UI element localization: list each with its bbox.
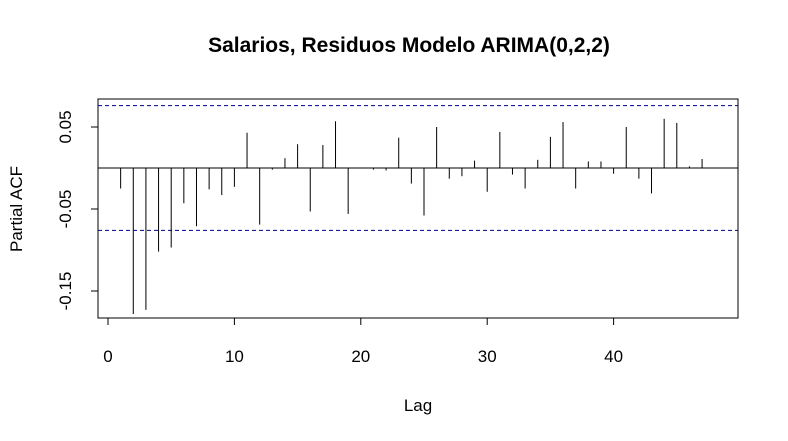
x-axis: 0 10 20 30 40 bbox=[103, 317, 623, 366]
y-tick-label-2: 0.05 bbox=[56, 110, 75, 143]
x-tick-label-30: 30 bbox=[478, 347, 497, 366]
x-tick-label-40: 40 bbox=[604, 347, 623, 366]
y-tick-label-1: -0.05 bbox=[56, 190, 75, 229]
y-tick-label-0: -0.15 bbox=[56, 272, 75, 311]
plot-frame bbox=[97, 98, 739, 319]
x-tick-label-0: 0 bbox=[103, 347, 112, 366]
x-tick-label-10: 10 bbox=[225, 347, 244, 366]
y-axis-label: Partial ACF bbox=[7, 166, 26, 252]
chart-title: Salarios, Residuos Modelo ARIMA(0,2,2) bbox=[208, 34, 610, 57]
pacf-bars bbox=[120, 118, 703, 314]
confidence-bands bbox=[98, 105, 738, 231]
x-tick-label-20: 20 bbox=[351, 347, 370, 366]
x-axis-label: Lag bbox=[404, 396, 432, 415]
y-axis: -0.15 -0.05 0.05 bbox=[56, 110, 99, 311]
